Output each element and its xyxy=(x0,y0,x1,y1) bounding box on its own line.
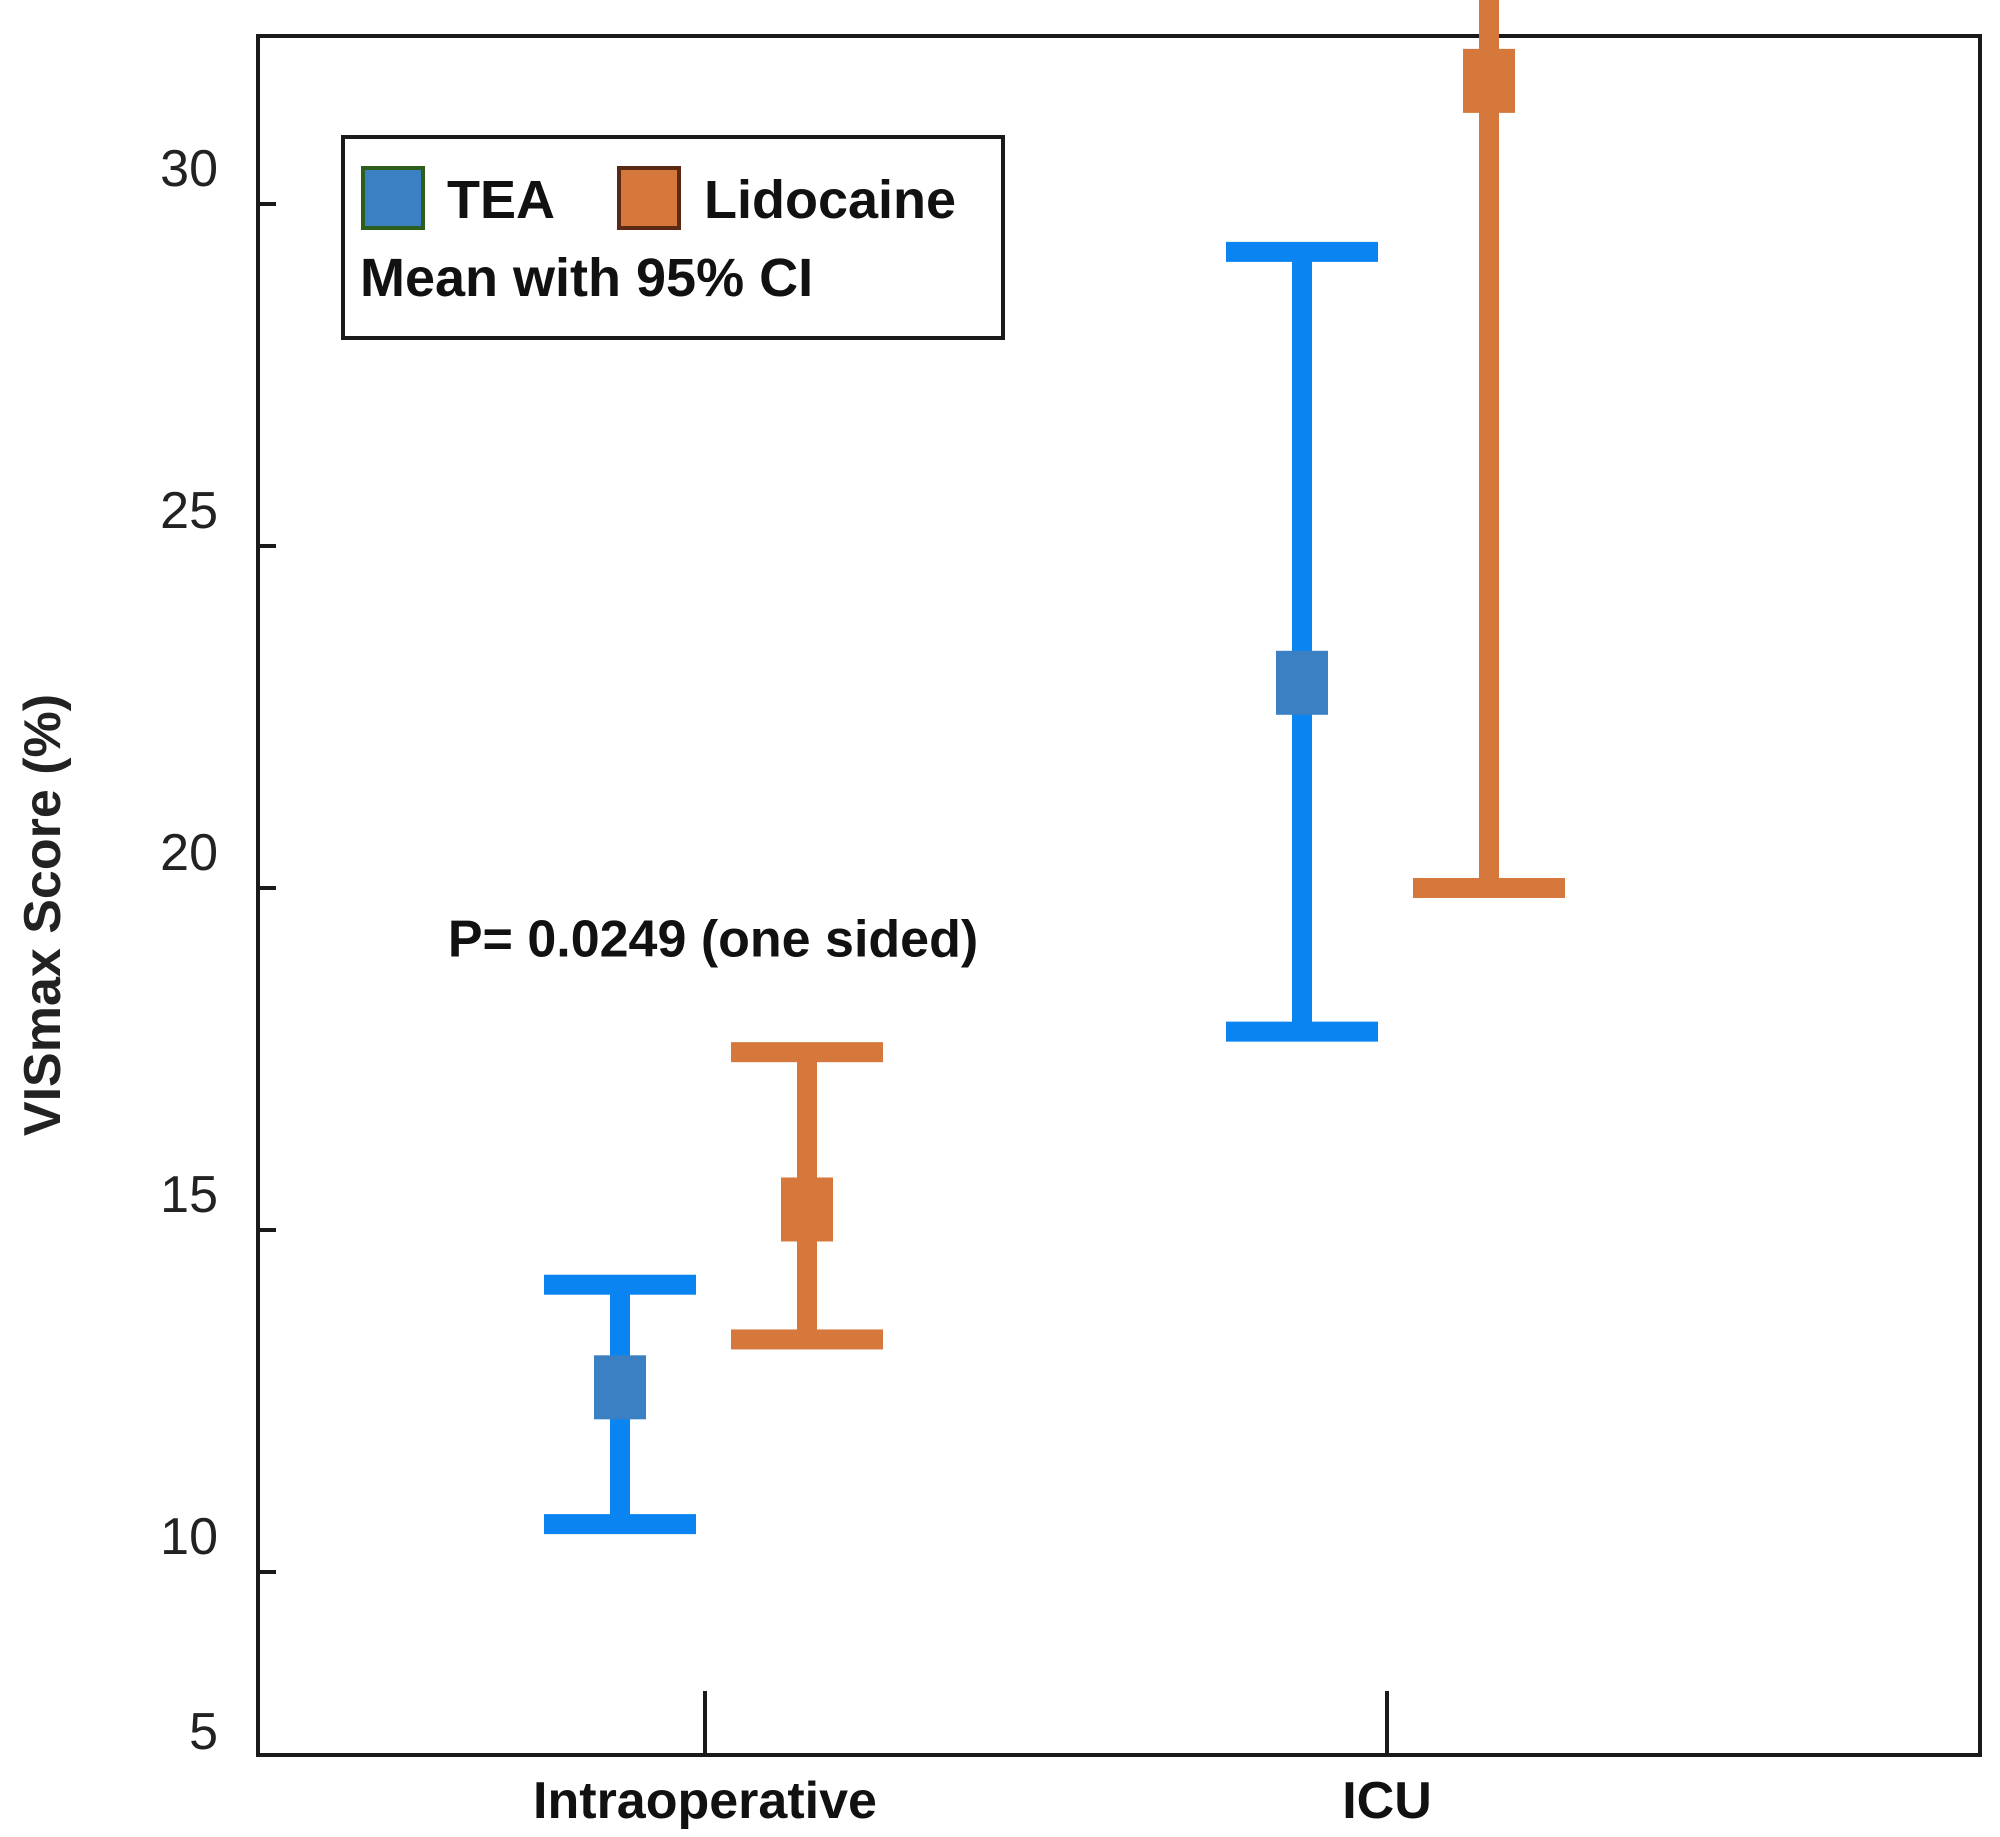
y-tick-label-20: 20 xyxy=(160,824,218,882)
y-tick-label-10: 10 xyxy=(160,1508,218,1566)
y-axis-title: VISmax Score (%) xyxy=(14,694,72,1136)
mean-marker-lidocaine-1 xyxy=(1463,48,1515,113)
errorbar-lidocaine-0 xyxy=(731,1042,883,1350)
ci-stem-tea-1 xyxy=(1292,251,1312,1032)
legend-swatch-lidocaine xyxy=(617,166,681,230)
mean-marker-tea-0 xyxy=(594,1355,646,1420)
y-axis: 5101520253035404550 xyxy=(160,140,276,1761)
y-tick-label-25: 25 xyxy=(160,482,218,540)
y-tick-label-5: 5 xyxy=(189,1703,218,1761)
ci-cap-high-tea-0 xyxy=(544,1274,696,1295)
ci-cap-high-tea-1 xyxy=(1226,241,1378,262)
legend-caption: Mean with 95% CI xyxy=(360,248,813,308)
y-tick-label-15: 15 xyxy=(160,1166,218,1224)
plot-frame xyxy=(256,34,1982,1757)
legend-label-lidocaine: Lidocaine xyxy=(704,170,956,230)
x-tick-label-1: ICU xyxy=(1342,1772,1432,1830)
legend: TEA Lidocaine Mean with 95% CI xyxy=(341,135,1005,340)
legend-swatch-tea xyxy=(361,166,425,230)
ci-cap-low-lidocaine-1 xyxy=(1413,878,1565,898)
errorbar-tea-1 xyxy=(1226,241,1378,1042)
ci-cap-low-tea-1 xyxy=(1226,1021,1378,1042)
x-tick-label-0: Intraoperative xyxy=(533,1772,877,1830)
ci-cap-low-lidocaine-0 xyxy=(731,1329,883,1350)
legend-label-tea: TEA xyxy=(447,170,555,230)
x-axis: Intraoperative ICU xyxy=(533,1691,1432,1830)
annotations: P= 0.0249 (one sided)P= 0.133 (one sided… xyxy=(448,910,978,968)
mean-marker-tea-1 xyxy=(1276,650,1328,715)
p-value-annotation-0: P= 0.0249 (one sided) xyxy=(448,910,978,968)
errorbar-tea-0 xyxy=(544,1274,696,1535)
ci-cap-high-lidocaine-0 xyxy=(731,1042,883,1063)
errorbar-lidocaine-1 xyxy=(1413,0,1565,898)
ci-cap-low-tea-0 xyxy=(544,1514,696,1535)
error-bars xyxy=(544,0,1565,1535)
y-tick-label-30: 30 xyxy=(160,140,218,198)
ci-stem-lidocaine-1 xyxy=(1479,0,1499,889)
mean-marker-lidocaine-0 xyxy=(781,1177,833,1242)
